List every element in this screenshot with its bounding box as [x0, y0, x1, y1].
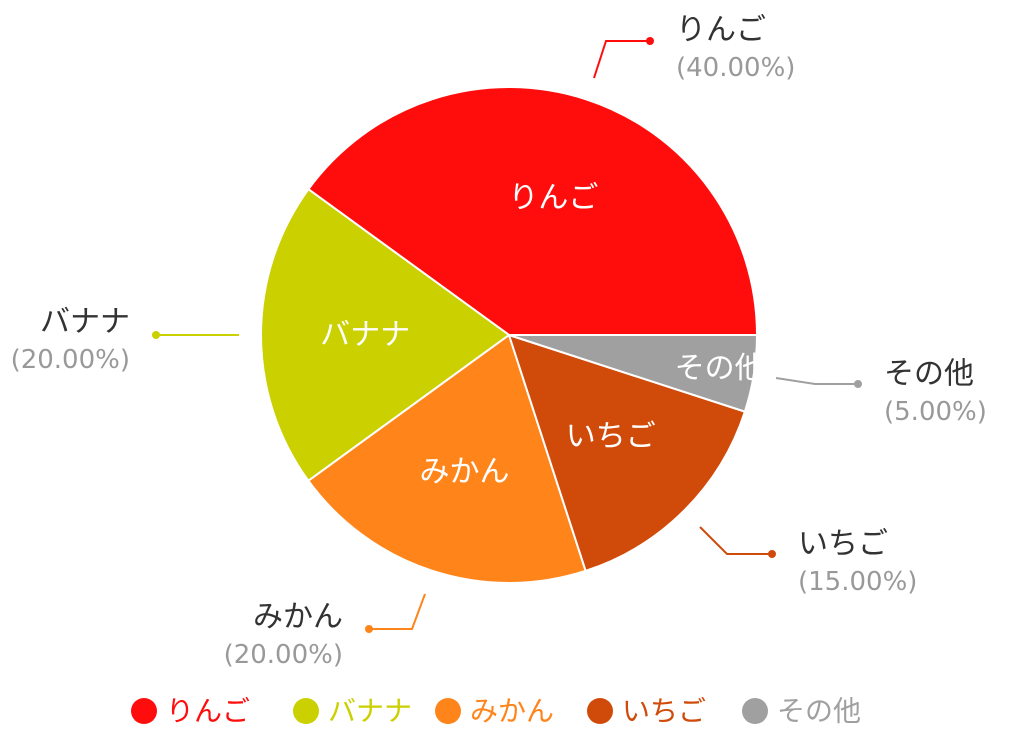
leader-line-1 [593, 40, 650, 79]
legend-item-3: みかん [435, 695, 554, 728]
legend-marker-5 [742, 698, 768, 724]
legend-label-5: その他 [777, 695, 861, 728]
legend-marker-1 [131, 698, 157, 724]
legend-item-4: いちご [587, 695, 706, 728]
pie-slice-1 [307, 86, 758, 336]
leader-dot-4 [768, 550, 776, 558]
slice-inner-label-5: その他 [675, 351, 765, 386]
legend-item-5: その他 [742, 695, 861, 728]
legend-label-2: バナナ [328, 695, 412, 728]
outer-label-3: みかん [253, 600, 343, 635]
leader-line-4 [699, 526, 772, 555]
slice-inner-label-4: いちご [566, 419, 656, 454]
pie-slice-4 [508, 334, 746, 572]
legend-label-1: りんご [166, 695, 250, 728]
pie-slice-5 [508, 334, 758, 413]
outer-label-4: いちご [798, 527, 888, 562]
leader-dot-5 [854, 380, 862, 388]
pie-slice-2 [260, 188, 510, 482]
outer-percent-2: (20.00%) [11, 345, 130, 375]
pie-slices [260, 86, 758, 584]
outer-percent-1: (40.00%) [676, 53, 795, 83]
outer-label-1: りんご [676, 13, 766, 48]
pie-outer-labels: りんご (40.00%) バナナ (20.00%) みかん (20.00%) いちご (15.… [11, 13, 987, 671]
outer-percent-5: (5.00%) [884, 397, 987, 427]
leader-dot-3 [365, 625, 373, 633]
legend-marker-2 [293, 698, 319, 724]
legend-item-1: りんご [131, 695, 250, 728]
legend-marker-4 [587, 698, 613, 724]
legend-label-3: みかん [470, 695, 554, 728]
leader-dot-2 [152, 331, 160, 339]
legend-label-4: いちご [622, 695, 706, 728]
legend-marker-3 [435, 698, 461, 724]
outer-label-2: バナナ [40, 305, 130, 340]
slice-inner-label-1: りんご [508, 181, 598, 216]
outer-percent-4: (15.00%) [798, 567, 917, 597]
leader-line-5 [775, 377, 858, 385]
leader-dot-1 [646, 37, 654, 45]
slice-inner-label-3: みかん [420, 454, 510, 489]
legend: りんご バナナ みかん いちご その他 [131, 695, 861, 728]
legend-item-2: バナナ [293, 695, 412, 728]
pie-slice-3 [307, 334, 587, 584]
outer-label-5: その他 [884, 357, 974, 392]
slice-inner-label-2: バナナ [320, 318, 410, 353]
outer-percent-3: (20.00%) [224, 640, 343, 670]
leader-line-3 [369, 593, 426, 630]
